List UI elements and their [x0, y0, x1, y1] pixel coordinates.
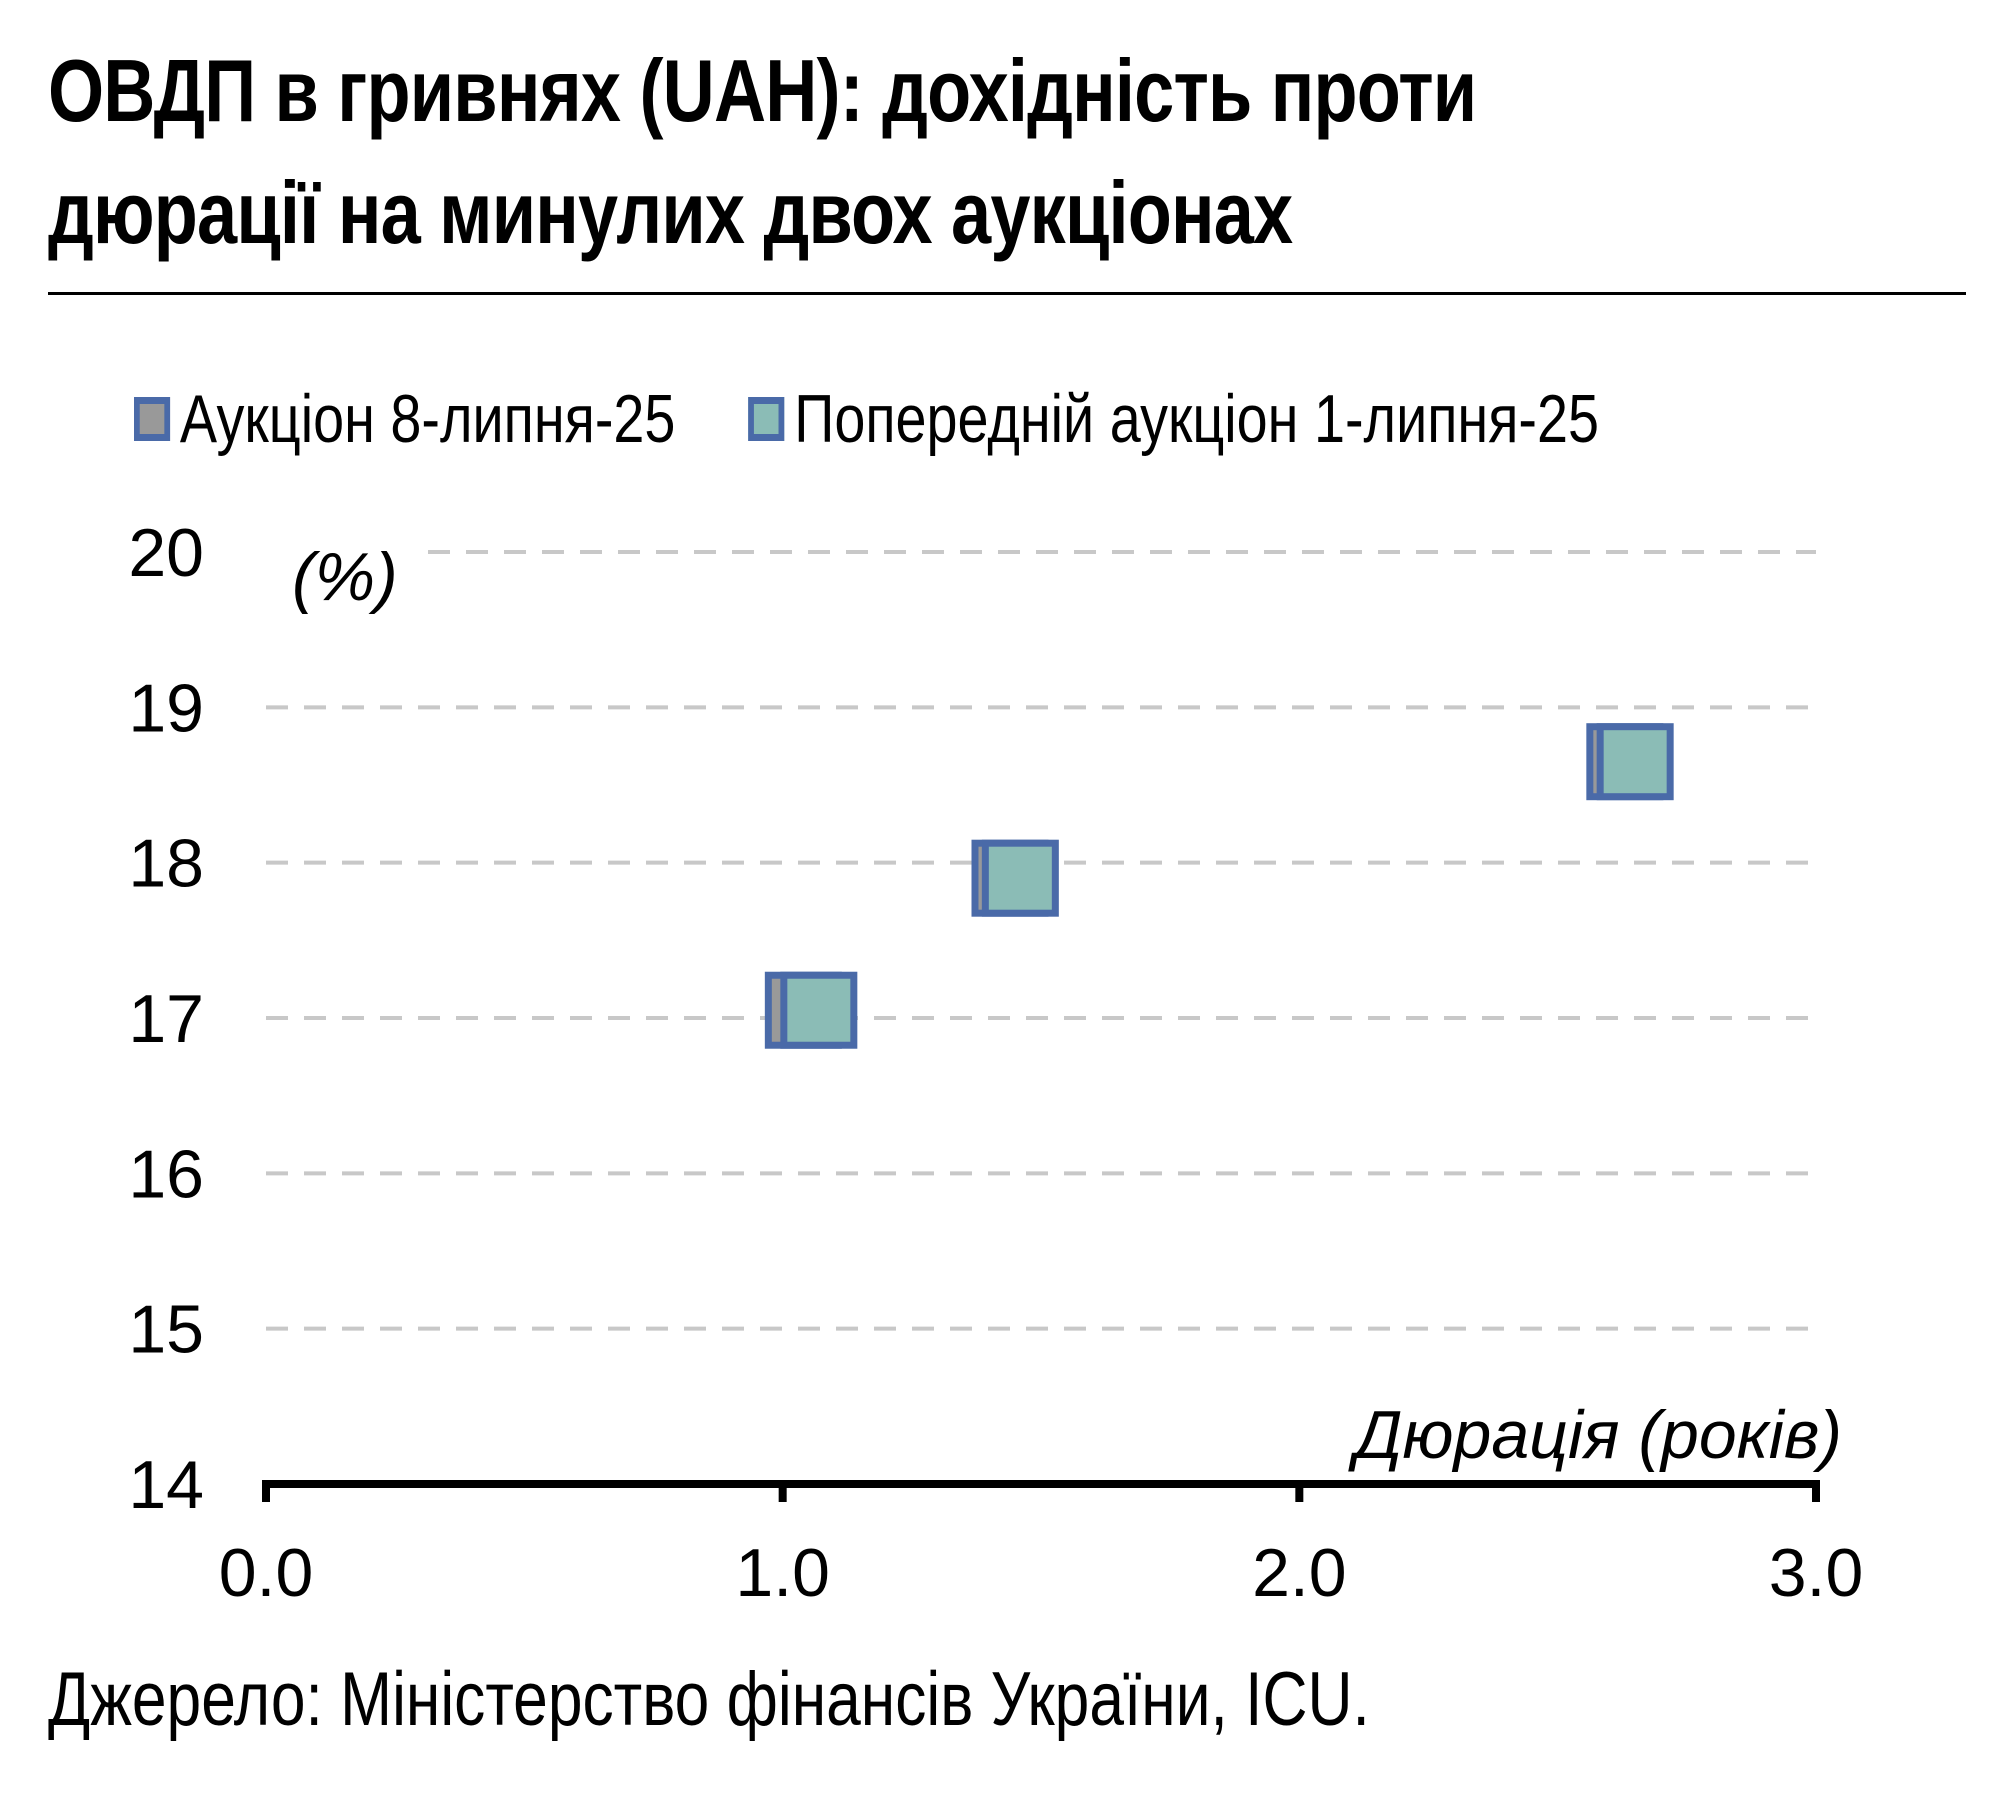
- chart-legend: Аукціон 8-липня-25 Попередній аукціон 1-…: [134, 378, 1656, 458]
- chart-title-line-2: дюрації на минулих двох аукціонах: [48, 163, 1293, 262]
- y-axis-label: (%): [292, 539, 398, 615]
- y-tick-label-14: 14: [128, 1447, 204, 1523]
- legend-swatch-current: [134, 397, 171, 441]
- legend-item-current: Аукціон 8-липня-25: [134, 379, 675, 459]
- x-tick-label-1.0: 1.0: [735, 1535, 830, 1611]
- data-point-series-1-1: [981, 839, 1059, 917]
- chart-title: ОВДП в гривнях (UAH): дохідність проти д…: [48, 30, 1606, 274]
- data-points: [764, 723, 1674, 1049]
- x-axis-label: Дюрація (років): [1348, 1397, 1843, 1473]
- chart-title-line-1: ОВДП в гривнях (UAH): дохідність проти: [48, 41, 1477, 140]
- x-axis-tick-labels: 0.0 1.0 2.0 3.0: [219, 1535, 1864, 1611]
- grid-lines: [266, 550, 1816, 1331]
- data-point-series-1-2: [1596, 723, 1674, 801]
- x-tick-label-2.0: 2.0: [1252, 1535, 1347, 1611]
- legend-label-previous: Попередній аукціон 1-липня-25: [794, 381, 1600, 457]
- data-point-series-1-0: [780, 971, 858, 1049]
- source-note: Джерело: Міністерство фінансів України, …: [48, 1657, 1370, 1742]
- legend-label-current: Аукціон 8-липня-25: [179, 381, 676, 457]
- x-tick-label-3.0: 3.0: [1769, 1535, 1864, 1611]
- y-tick-label-17: 17: [128, 981, 204, 1057]
- y-tick-label-18: 18: [128, 826, 204, 902]
- scatter-chart: 14 15 16 17 18 19 20 0.0 1.0 2.0 3.0 (%) Дюрація …: [128, 515, 1864, 1611]
- y-tick-label-19: 19: [128, 670, 204, 746]
- y-axis-tick-labels: 14 15 16 17 18 19 20: [128, 515, 204, 1523]
- title-divider: [48, 292, 1966, 295]
- y-tick-label-15: 15: [128, 1292, 204, 1368]
- y-tick-label-16: 16: [128, 1136, 204, 1212]
- x-axis: [262, 1480, 1820, 1502]
- legend-swatch-previous: [748, 397, 785, 441]
- y-tick-label-20: 20: [128, 515, 204, 591]
- legend-item-previous: Попередній аукціон 1-липня-25: [748, 379, 1599, 459]
- x-tick-label-0.0: 0.0: [219, 1535, 314, 1611]
